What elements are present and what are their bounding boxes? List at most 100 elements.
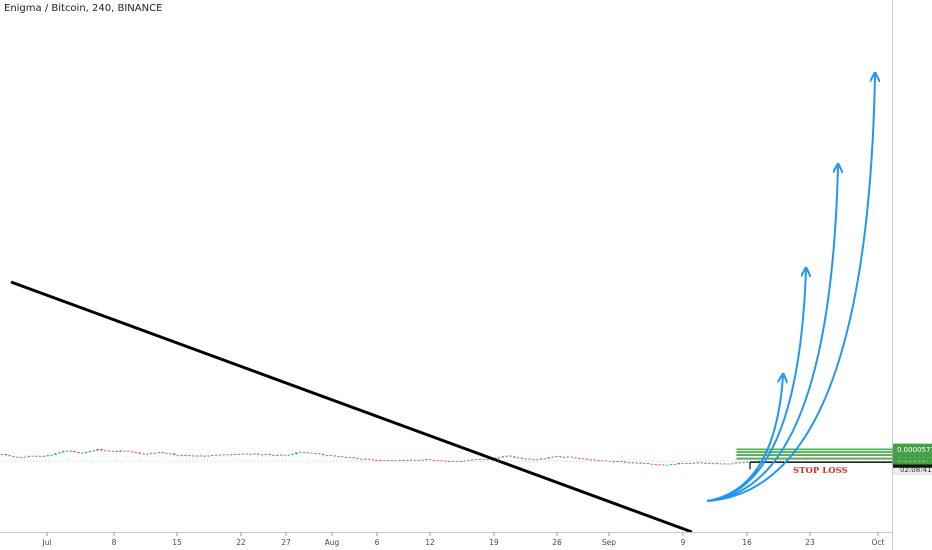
candle-body — [54, 453, 57, 455]
candle-body — [310, 452, 313, 454]
candle-body — [134, 452, 138, 453]
candle-body — [337, 456, 340, 457]
candle-body — [413, 459, 417, 461]
candle-body — [505, 455, 508, 457]
candle-body — [256, 453, 260, 455]
candle-body — [486, 459, 489, 461]
candle-body — [574, 457, 577, 459]
projection-arrow — [706, 270, 806, 502]
candle-body — [677, 462, 681, 465]
candle-body — [157, 452, 161, 454]
candle-body — [38, 455, 42, 457]
candle-body — [662, 464, 665, 466]
candle-body — [555, 456, 558, 458]
candle-body — [199, 455, 203, 457]
target-zone — [736, 457, 893, 460]
candle-body — [459, 461, 463, 462]
candle-body — [600, 460, 604, 462]
candle-body — [516, 457, 520, 459]
candle-body — [428, 459, 432, 461]
time-tick-label: 9 — [681, 538, 686, 547]
time-tick-label: 22 — [236, 538, 246, 547]
candle-body — [245, 453, 248, 455]
candle-body — [627, 462, 631, 464]
candle-body — [394, 460, 398, 462]
candle-body — [620, 461, 623, 462]
candle-body — [482, 459, 486, 460]
candle-body — [15, 456, 19, 458]
candle-body — [612, 461, 616, 463]
candle-body — [325, 455, 329, 456]
candle-body — [688, 463, 692, 464]
candle-body — [35, 455, 38, 457]
candle-body — [203, 455, 206, 457]
candle-body — [314, 453, 317, 455]
candle-body — [390, 460, 394, 462]
candle-body — [363, 458, 367, 460]
candle-body — [291, 453, 294, 455]
candle-body — [142, 453, 145, 455]
candle-body — [260, 454, 264, 456]
candle-body — [138, 452, 141, 454]
target-price-label: 0.00005777 — [897, 446, 932, 454]
candle-body — [19, 457, 23, 458]
candle-body — [184, 455, 187, 456]
support-trendline — [10, 280, 693, 534]
candle-body — [329, 455, 333, 456]
candle-body — [61, 450, 65, 453]
candle-body — [123, 450, 126, 452]
candle-body — [344, 457, 348, 458]
candle-body — [681, 462, 684, 464]
candle-body — [432, 460, 436, 461]
candle-body — [383, 460, 386, 461]
candle-body — [543, 458, 547, 460]
candle-body — [352, 457, 356, 459]
candle-body — [711, 463, 715, 465]
candle-body — [704, 462, 707, 464]
candle-body — [275, 455, 279, 456]
time-tick-label: 15 — [172, 538, 182, 547]
time-tick-label: Jul — [41, 538, 51, 547]
candle-body — [478, 459, 482, 460]
candle-body — [318, 453, 321, 455]
candle-body — [111, 450, 115, 452]
candle-body — [333, 455, 336, 457]
candle-body — [306, 452, 310, 454]
candle-body — [562, 456, 566, 458]
candle-body — [8, 455, 11, 457]
candle-body — [367, 458, 371, 460]
chart-title: Enigma / Bitcoin, 240, BINANCE — [4, 3, 163, 14]
time-tick-label: 19 — [489, 538, 499, 547]
candle-body — [696, 462, 700, 464]
candle-body — [153, 453, 157, 454]
candle-body — [58, 452, 61, 454]
candle-body — [103, 450, 107, 452]
candle-body — [467, 460, 470, 461]
candle-body — [375, 459, 378, 461]
candle-body — [398, 460, 401, 461]
candle-body — [237, 454, 241, 455]
candle-body — [253, 453, 256, 455]
candle-body — [210, 455, 214, 456]
candle-body — [295, 452, 298, 454]
candle-body — [547, 457, 551, 459]
time-tick-label: Oct — [872, 538, 885, 547]
candle-body — [241, 453, 245, 455]
candle-body — [107, 450, 111, 452]
candle-body — [249, 453, 252, 455]
candle-body — [646, 463, 650, 464]
annotations-layer: STOP LOSS — [0, 75, 893, 534]
candle-body — [715, 463, 719, 465]
candle-body — [581, 458, 585, 460]
candle-body — [145, 453, 149, 455]
candle-body — [665, 464, 669, 466]
time-tick-label: 12 — [425, 538, 435, 547]
target-zone — [736, 451, 893, 453]
candle-body — [126, 450, 130, 452]
candle-body — [88, 451, 92, 453]
candle-body — [730, 463, 734, 465]
candle-body — [356, 458, 359, 459]
candle-body — [0, 454, 4, 456]
candle-body — [161, 452, 164, 454]
